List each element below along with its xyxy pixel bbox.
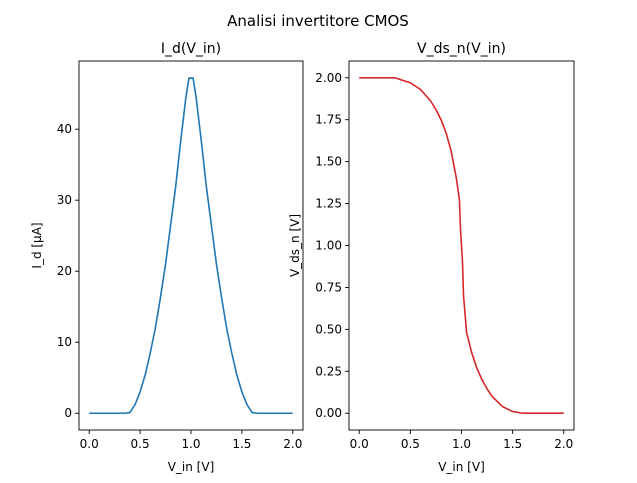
right-chart-ytick-label: 0.75 — [315, 280, 342, 294]
right-chart-ytick-label: 0.50 — [315, 322, 342, 336]
right-chart-series-layer — [359, 76, 564, 415]
left-chart-yticks: 0 10 20 30 40 — [57, 122, 79, 420]
left-chart-xtick-label: 1.5 — [232, 437, 251, 451]
right-chart-ytick-label: 1.75 — [315, 113, 342, 127]
right-chart-xlabel: V_in [V] — [438, 460, 485, 474]
right-chart-ytick-label: 0.25 — [315, 364, 342, 378]
right-chart-ytick-label: 1.50 — [315, 155, 342, 169]
right-chart-xticks: 0.0 0.5 1.0 1.5 2.0 — [350, 430, 573, 451]
left-chart-ytick-label: 40 — [57, 122, 72, 136]
left-chart-xtick-label: 2.0 — [283, 437, 302, 451]
left-chart-xtick-label: 0.5 — [131, 437, 150, 451]
left-chart-xtick-label: 1.0 — [181, 437, 200, 451]
left-chart-series-layer — [89, 77, 293, 415]
right-chart-series-line-0 — [359, 76, 564, 415]
right-chart-ytick-label: 2.00 — [315, 71, 342, 85]
left-chart-ytick-label: 20 — [57, 264, 72, 278]
right-chart-ytick-label: 0.00 — [315, 406, 342, 420]
right-chart-xtick-label: 0.0 — [350, 437, 369, 451]
right-chart-xtick-label: 1.5 — [503, 437, 522, 451]
left-chart-ylabel: I_d [µA] — [30, 222, 44, 268]
right-chart-ylabel: V_ds_n [V] — [288, 214, 302, 277]
left-chart-xticks: 0.0 0.5 1.0 1.5 2.0 — [80, 430, 302, 451]
left-chart-xlabel: V_in [V] — [168, 460, 215, 474]
right-chart-xtick-label: 1.0 — [452, 437, 471, 451]
figure-suptitle: Analisi invertitore CMOS — [227, 12, 409, 30]
right-chart: V_ds_n(V_in) 0.0 0.5 1.0 1.5 2.0 0.00 0.25 0.5… — [288, 41, 575, 474]
right-chart-ytick-label: 1.00 — [315, 239, 342, 253]
left-chart-ytick-label: 10 — [57, 335, 72, 349]
left-chart-title: I_d(V_in) — [161, 41, 221, 57]
left-chart-xtick-label: 0.0 — [80, 437, 99, 451]
left-chart-ytick-label: 30 — [57, 193, 72, 207]
right-chart-xtick-label: 2.0 — [554, 437, 573, 451]
left-chart-ytick-label: 0 — [64, 406, 72, 420]
left-chart-series-line-0 — [89, 77, 293, 415]
left-chart: I_d(V_in) 0.0 0.5 1.0 1.5 2.0 0 10 20 30 40 V_in… — [30, 41, 304, 474]
right-chart-yticks: 0.00 0.25 0.50 0.75 1.00 1.25 1.50 1.75 2.00 — [315, 71, 349, 420]
right-chart-xtick-label: 0.5 — [401, 437, 420, 451]
right-chart-ytick-label: 1.25 — [315, 197, 342, 211]
right-chart-title: V_ds_n(V_in) — [417, 41, 506, 57]
